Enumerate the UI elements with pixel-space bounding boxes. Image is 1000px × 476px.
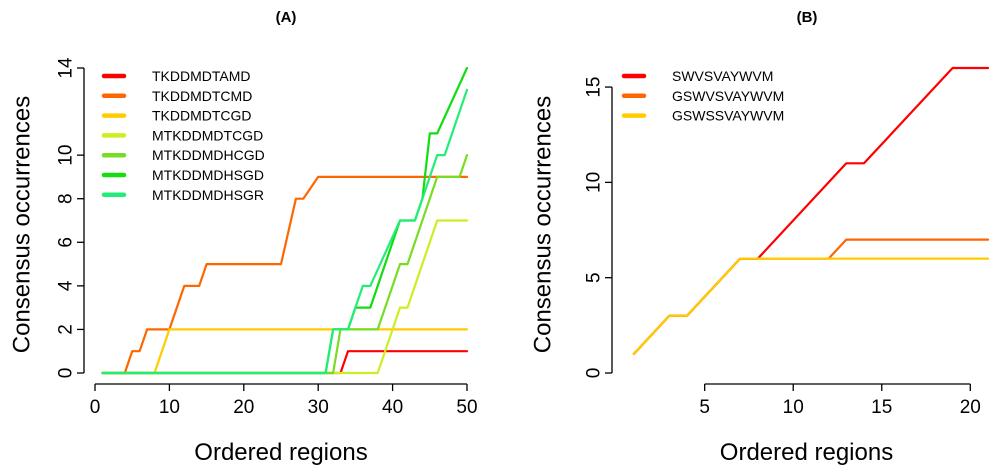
legend-label: MTKDDMDHSGD <box>152 167 264 183</box>
x-tick-label: 30 <box>308 397 329 418</box>
x-tick-label: 20 <box>960 397 981 418</box>
y-axis-title: Consensus occurrences <box>530 96 557 353</box>
y-tick-label: 2 <box>56 324 77 335</box>
series-line-gswssvaywvm <box>632 257 990 355</box>
chart-title: (B) <box>797 9 818 26</box>
chart-panel-b: (B) 5 10 15 20 Ordered regions 0 5 10 15 Consensus… <box>530 9 990 466</box>
series-line-mtkddmdhsgr <box>101 88 469 375</box>
legend-label: MTKDDMDHSGR <box>152 187 264 203</box>
y-tick-label: 4 <box>56 280 77 291</box>
legend-label: TKDDMDTCMD <box>152 88 252 104</box>
y-axis-title: Consensus occurrences <box>9 96 36 353</box>
y-tick-label: 0 <box>584 368 605 379</box>
legend-label: SWVSVAYWVM <box>672 68 773 84</box>
x-tick-label: 40 <box>382 397 403 418</box>
x-tick-label: 20 <box>233 397 254 418</box>
x-axis-title: Ordered regions <box>194 439 367 466</box>
legend-label: MTKDDMDHCGD <box>152 147 265 163</box>
chart-panel-a: (A) 0 10 20 30 40 50 Ordered regions 0 2 4 6 8 10 14 Co… <box>9 9 478 466</box>
x-axis-title: Ordered regions <box>720 439 893 466</box>
series-line-tkddmdtcmd <box>101 175 469 375</box>
y-tick-label: 8 <box>56 193 77 204</box>
x-tick-label: 15 <box>871 397 892 418</box>
legend-label: GSWVSVAYWVM <box>672 88 784 104</box>
x-tick-label: 10 <box>159 397 180 418</box>
legend-label: MTKDDMDTCGD <box>152 127 263 143</box>
legend-label: GSWSSVAYWVM <box>672 108 784 124</box>
x-tick-label: 0 <box>90 397 101 418</box>
x-tick-label: 5 <box>699 397 710 418</box>
legend-label: TKDDMDTCGD <box>152 108 252 124</box>
y-tick-label: 10 <box>56 145 77 166</box>
x-tick-label: 10 <box>783 397 804 418</box>
chart-title: (A) <box>276 9 297 26</box>
y-tick-label: 6 <box>56 237 77 248</box>
series-line-gswvsvaywvm <box>632 238 990 355</box>
x-tick-label: 50 <box>456 397 477 418</box>
y-tick-label: 14 <box>56 57 77 79</box>
series-line-mtkddmdtcgd <box>101 219 469 375</box>
legend-label: TKDDMDTAMD <box>152 68 251 84</box>
series-line-mtkddmdhcgd <box>101 154 469 375</box>
y-tick-label: 15 <box>584 76 605 97</box>
y-tick-label: 5 <box>584 272 605 283</box>
y-tick-label: 10 <box>584 172 605 193</box>
y-tick-label: 0 <box>56 368 77 379</box>
